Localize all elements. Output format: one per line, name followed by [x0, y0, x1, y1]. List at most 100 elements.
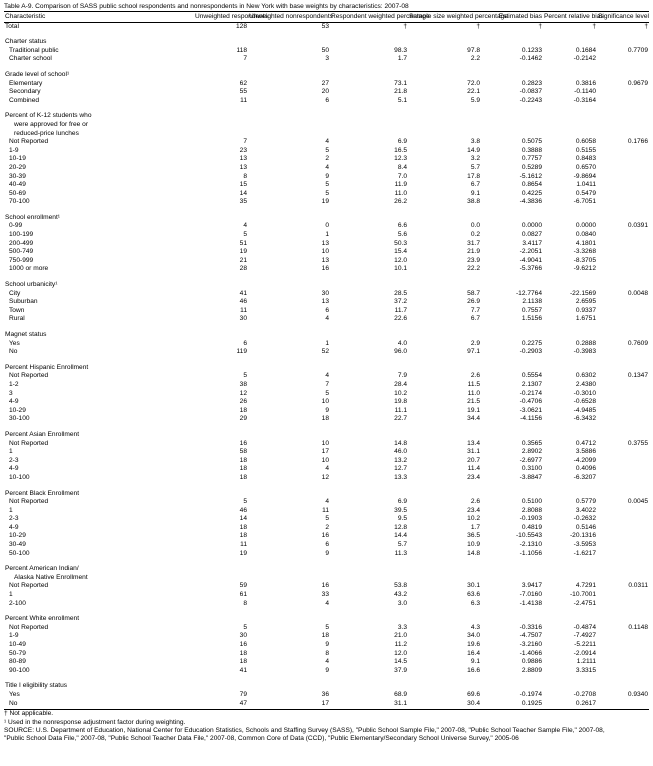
- cell: 34.4: [467, 415, 480, 423]
- data-row: 1-9 23 5 16.5 14.9 0.3888 0.5155: [4, 147, 649, 156]
- cell: -6.3432: [573, 415, 596, 423]
- cell: 23: [239, 146, 247, 154]
- cell: 11: [240, 541, 247, 549]
- cell: 16: [321, 582, 329, 590]
- cell: 1: [325, 339, 329, 347]
- row-label: City: [9, 289, 21, 297]
- group-label: Percent American Indian/: [5, 565, 79, 573]
- row-label: Elementary: [9, 79, 43, 87]
- cell: 31.7: [467, 239, 480, 247]
- cell: 0.0311: [628, 582, 648, 590]
- row-label: 500-749: [9, 248, 34, 256]
- cell: 30.4: [467, 699, 480, 707]
- cell: 98.3: [394, 46, 407, 54]
- cell: -0.2708: [573, 690, 596, 698]
- cell: 2.6595: [575, 298, 596, 306]
- cell: 0: [325, 222, 329, 230]
- row-label: 30-49: [9, 541, 26, 549]
- cell: 96.0: [394, 348, 407, 356]
- cell: 3.3: [397, 623, 407, 631]
- cell: 5: [325, 389, 329, 397]
- data-row: Town 11 6 11.7 7.7 0.7557 0.9337: [4, 307, 649, 316]
- cell: 18: [239, 658, 247, 666]
- cell: 11.1: [394, 406, 407, 414]
- cell: 9: [325, 549, 329, 557]
- data-row: Not Reported 16 10 14.8 13.4 0.3565 0.4712 0.37…: [4, 440, 649, 449]
- spacer: [4, 274, 649, 281]
- data-row: 10-19 13 2 12.3 3.2 0.7757 0.8483: [4, 155, 649, 164]
- cell: 6: [325, 306, 329, 314]
- cell: 36: [321, 690, 329, 698]
- cell: 53: [321, 22, 329, 30]
- cell: 0.4819: [521, 523, 542, 531]
- footnote: † Not applicable.: [4, 710, 54, 718]
- cell: 0.6302: [575, 372, 596, 380]
- cell: -2.1310: [519, 541, 542, 549]
- cell: 16.5: [394, 146, 407, 154]
- data-row: 30-49 11 6 5.7 10.9 -2.1310 -3.5953: [4, 541, 649, 550]
- data-row: 50-100 19 9 11.3 14.8 -1.1056 -1.6217: [4, 550, 649, 559]
- row-label: 4-9: [9, 398, 19, 406]
- cell: -0.4706: [519, 398, 542, 406]
- row-label: Town: [9, 306, 25, 314]
- cell: 3.5886: [575, 448, 596, 456]
- data-row: Secondary 55 20 21.8 22.1 -0.0837 -0.1140: [4, 88, 649, 97]
- data-row: No 47 17 31.1 30.4 0.1925 0.2617: [4, 700, 649, 709]
- row-label: 20-29: [9, 163, 26, 171]
- group-heading: Percent Asian Enrollment: [4, 431, 649, 440]
- cell: 0.0391: [627, 222, 648, 230]
- cell: 0.2617: [575, 699, 596, 707]
- row-label: Not Reported: [9, 372, 49, 380]
- cell: 0.0048: [627, 289, 648, 297]
- cell: -3.2160: [519, 641, 542, 648]
- cell: 14.5: [394, 658, 407, 666]
- cell: 79: [239, 690, 247, 698]
- cell: 1.2111: [576, 658, 596, 666]
- table-body: Total 128 53 † † † † † Charter status Traditional…: [4, 22, 649, 708]
- cell: 15.4: [394, 248, 407, 256]
- group-label: reduced-price lunches: [14, 129, 79, 137]
- footnotes: † Not applicable. ¹ Used in the nonrespon…: [4, 709, 649, 744]
- cell: 8: [243, 172, 247, 180]
- cell: 4: [325, 599, 329, 607]
- group-heading: Alaska Native Enrollment: [4, 574, 649, 583]
- cell: 0.5479: [575, 189, 596, 197]
- row-label: Secondary: [9, 88, 41, 96]
- cell: -0.3983: [573, 348, 596, 356]
- cell: 37.9: [394, 666, 407, 674]
- cell: 7.9: [397, 372, 407, 380]
- group-heading: Percent White enrollment: [4, 615, 649, 624]
- cell: 9.1: [470, 658, 480, 666]
- row-label: 50-69: [9, 189, 26, 197]
- spacer-row: [4, 324, 649, 331]
- cell: 69.6: [467, 690, 480, 698]
- cell: 38.8: [467, 198, 480, 206]
- data-row: 1-9 30 18 21.0 34.0 -4.7507 -7.4927: [4, 632, 649, 641]
- cell: 36.5: [467, 532, 480, 540]
- cell: -9.6212: [573, 265, 596, 273]
- cell: -20.1316: [569, 532, 596, 540]
- row-label: Yes: [9, 690, 20, 698]
- cell: 0.5100: [521, 498, 542, 506]
- cell: 0.8654: [521, 181, 542, 189]
- cell: 13.4: [467, 439, 480, 447]
- cell: †: [592, 22, 596, 30]
- row-label: 70-100: [9, 198, 30, 206]
- data-row: 200-499 51 13 50.3 31.7 3.4117 4.1801: [4, 240, 649, 249]
- group-heading: Magnet status: [4, 331, 649, 340]
- cell: 46: [239, 506, 247, 514]
- group-heading: Percent Black Enrollment: [4, 490, 649, 499]
- group-heading: Title I eligibility status: [4, 682, 649, 691]
- group-heading: were approved for free or: [4, 121, 649, 130]
- cell: -22.1569: [569, 289, 596, 297]
- row-label: 1: [9, 591, 13, 599]
- data-row: 80-89 18 4 14.5 9.1 0.9886 1.2111: [4, 658, 649, 667]
- cell: 5.7: [470, 163, 480, 171]
- cell: 14.8: [467, 549, 480, 557]
- cell: -0.2142: [573, 55, 596, 63]
- cell: 4: [325, 498, 329, 506]
- cell: 2.9: [470, 339, 480, 347]
- cell: 38: [239, 380, 247, 388]
- data-row: City 41 30 28.5 58.7 -12.7764 -22.1569 0.0048: [4, 290, 649, 299]
